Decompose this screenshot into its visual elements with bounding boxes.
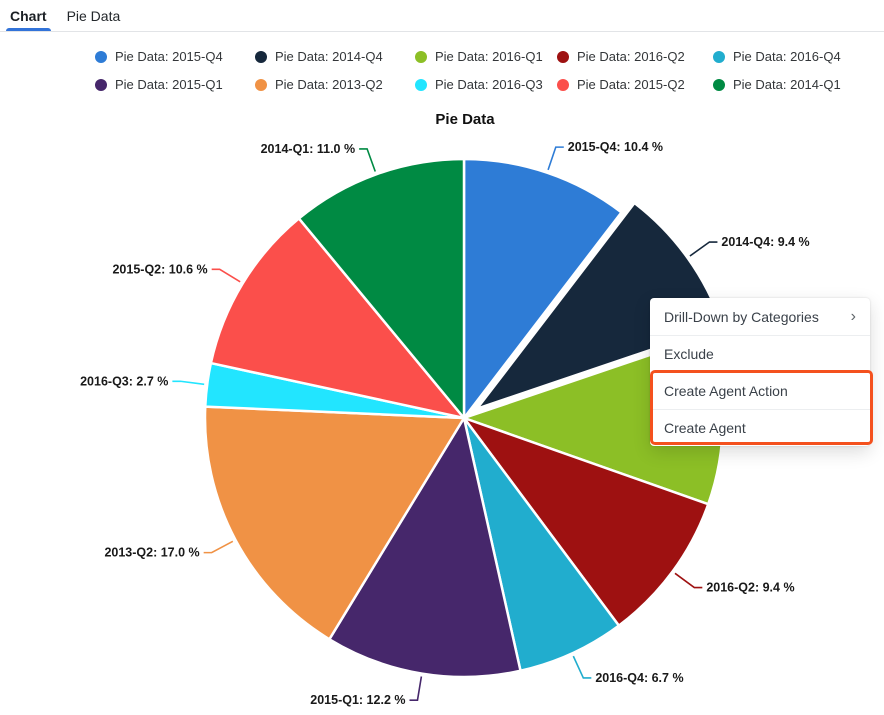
menu-item-create-agent-action-label: Create Agent Action — [664, 383, 788, 399]
label-leader-line — [572, 655, 592, 679]
legend-item-2014-Q1[interactable]: Pie Data: 2014-Q1 — [713, 77, 841, 92]
legend-item-label: Pie Data: 2016-Q1 — [435, 49, 543, 64]
legend-item-2015-Q1[interactable]: Pie Data: 2015-Q1 — [95, 77, 255, 92]
legend-dot-icon — [415, 50, 427, 63]
slice-label-2015-Q4: 2015-Q4: 10.4 % — [568, 140, 663, 154]
legend-item-label: Pie Data: 2016-Q3 — [435, 77, 543, 92]
menu-item-create-agent-action[interactable]: Create Agent Action — [650, 372, 870, 409]
legend-item-label: Pie Data: 2016-Q2 — [577, 49, 685, 64]
submenu-chevron-icon: › — [850, 307, 856, 325]
pie-slice-2013-Q2[interactable] — [203, 405, 466, 641]
legend-item-label: Pie Data: 2016-Q4 — [733, 49, 841, 64]
legend-item-2016-Q4[interactable]: Pie Data: 2016-Q4 — [713, 49, 841, 64]
slice-label-2014-Q1: 2014-Q1: 11.0 % — [261, 142, 356, 156]
label-leader-line — [172, 380, 205, 386]
pie-slice-2016-Q4[interactable] — [462, 416, 621, 673]
label-leader-line — [674, 572, 703, 589]
tab-bar: Chart Pie Data — [0, 0, 884, 32]
pie-slice-2015-Q1[interactable] — [328, 416, 522, 679]
pie-slice-2014-Q1[interactable] — [297, 157, 466, 420]
menu-item-create-agent[interactable]: Create Agent — [650, 409, 870, 446]
label-leader-line — [203, 540, 234, 554]
tab-pie-data[interactable]: Pie Data — [65, 0, 123, 31]
tab-chart-label: Chart — [10, 7, 47, 24]
legend-dot-icon — [95, 50, 107, 63]
menu-item-drill-down[interactable]: Drill-Down by Categories › — [650, 298, 870, 335]
legend-dot-icon — [713, 50, 725, 63]
legend-item-label: Pie Data: 2014-Q4 — [275, 49, 383, 64]
legend-dot-icon — [713, 78, 725, 91]
slice-label-2016-Q3: 2016-Q3: 2.7 % — [80, 374, 168, 388]
slice-label-2015-Q2: 2015-Q2: 10.6 % — [112, 262, 207, 276]
legend-item-label: Pie Data: 2013-Q2 — [275, 77, 383, 92]
legend-dot-icon — [95, 78, 107, 91]
tab-chart[interactable]: Chart — [6, 0, 51, 31]
legend-item-2014-Q4[interactable]: Pie Data: 2014-Q4 — [255, 49, 415, 64]
legend-item-label: Pie Data: 2015-Q2 — [577, 77, 685, 92]
label-leader-line — [547, 146, 564, 171]
label-leader-line — [689, 241, 718, 257]
legend-dot-icon — [557, 78, 569, 91]
menu-item-exclude[interactable]: Exclude — [650, 335, 870, 372]
slice-label-2014-Q4: 2014-Q4: 9.4 % — [721, 235, 809, 249]
pie-slice-2015-Q4[interactable] — [462, 157, 623, 420]
legend-item-2013-Q2[interactable]: Pie Data: 2013-Q2 — [255, 77, 415, 92]
slice-label-2016-Q4: 2016-Q4: 6.7 % — [595, 671, 683, 685]
legend-dot-icon — [557, 50, 569, 63]
legend-item-label: Pie Data: 2015-Q1 — [115, 77, 223, 92]
label-leader-line — [211, 268, 241, 283]
legend-item-2015-Q2[interactable]: Pie Data: 2015-Q2 — [557, 77, 713, 92]
legend-item-2016-Q1[interactable]: Pie Data: 2016-Q1 — [415, 49, 557, 64]
tab-pie-data-label: Pie Data — [66, 7, 121, 24]
chart-legend: Pie Data: 2015-Q4 Pie Data: 2014-Q4 Pie Da… — [95, 49, 841, 92]
slice-label-2016-Q2: 2016-Q2: 9.4 % — [706, 581, 794, 595]
active-tab-underline — [6, 28, 51, 31]
pie-slice-2015-Q2[interactable] — [209, 217, 466, 420]
legend-item-label: Pie Data: 2014-Q1 — [733, 77, 841, 92]
legend-item-2016-Q3[interactable]: Pie Data: 2016-Q3 — [415, 77, 557, 92]
context-menu: Drill-Down by Categories › Exclude Creat… — [650, 298, 873, 446]
legend-dot-icon — [415, 78, 427, 91]
legend-item-label: Pie Data: 2015-Q4 — [115, 49, 223, 64]
pie-slice-2016-Q2[interactable] — [462, 416, 710, 627]
legend-dot-icon — [255, 50, 267, 63]
menu-item-create-agent-label: Create Agent — [664, 420, 746, 436]
slice-label-2013-Q2: 2013-Q2: 17.0 % — [104, 546, 199, 560]
label-leader-line — [359, 148, 377, 172]
label-leader-line — [409, 676, 423, 701]
menu-item-drill-down-label: Drill-Down by Categories — [664, 308, 819, 325]
menu-item-exclude-label: Exclude — [664, 346, 714, 362]
legend-item-2016-Q2[interactable]: Pie Data: 2016-Q2 — [557, 49, 713, 64]
chart-title: Pie Data — [435, 111, 495, 128]
legend-dot-icon — [255, 78, 267, 91]
legend-item-2015-Q4[interactable]: Pie Data: 2015-Q4 — [95, 49, 255, 64]
slice-label-2015-Q1: 2015-Q1: 12.2 % — [310, 693, 405, 707]
